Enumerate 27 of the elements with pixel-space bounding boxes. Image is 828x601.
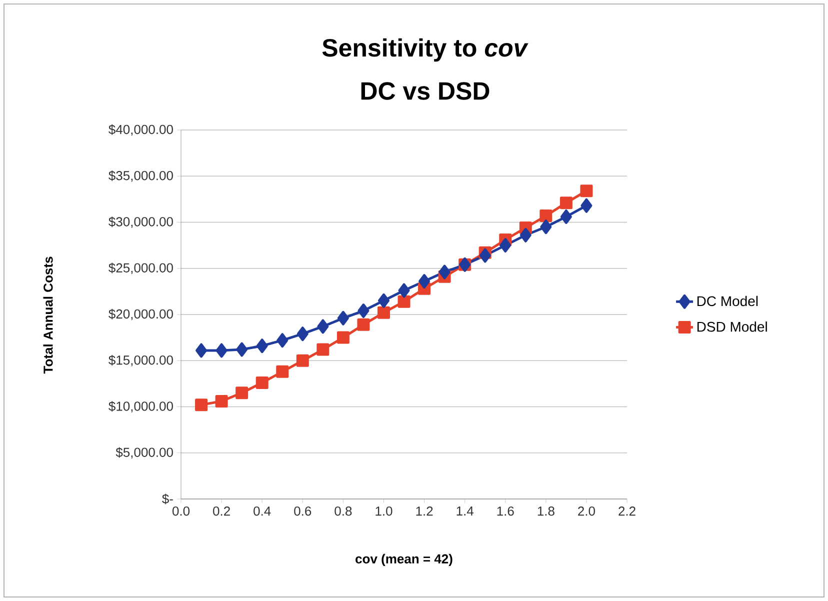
x-tick-label: 0.0 (172, 506, 190, 516)
legend-label: DSD Model (697, 321, 767, 332)
chart-subtitle: DC vs DSD (361, 82, 490, 100)
legend-label: DC Model (697, 296, 758, 306)
x-tick-label: 2.2 (618, 506, 636, 516)
x-tick-label: 2.0 (578, 506, 595, 516)
y-tick-label: $40,000.00 (108, 124, 173, 136)
x-tick-label: 0.2 (213, 506, 230, 516)
y-tick-label: $25,000.00 (108, 262, 173, 274)
x-tick-label: 1.4 (456, 506, 474, 516)
x-tick-label: 1.2 (416, 506, 433, 516)
y-tick-label: $15,000.00 (108, 354, 173, 366)
chart-title: Sensitivity to cov (322, 38, 528, 62)
x-tick-label: 1.0 (376, 506, 392, 516)
y-tick-label: $30,000.00 (108, 216, 173, 228)
y-tick-label: $10,000.00 (108, 401, 173, 412)
x-axis-title: cov (mean = 42) (356, 554, 452, 566)
x-tick-label: 1.8 (538, 506, 554, 516)
y-axis-title: Total Annual Costs (43, 256, 53, 374)
y-tick-label: $20,000.00 (108, 308, 173, 320)
x-tick-label: 0.4 (254, 506, 271, 516)
x-tick-label: 1.6 (497, 506, 514, 516)
x-tick-label: 0.6 (294, 506, 312, 516)
x-tick-label: 0.8 (334, 506, 352, 516)
y-tick-label: $- (162, 494, 173, 504)
y-tick-label: $5,000.00 (116, 447, 173, 458)
y-tick-label: $35,000.00 (108, 170, 173, 182)
